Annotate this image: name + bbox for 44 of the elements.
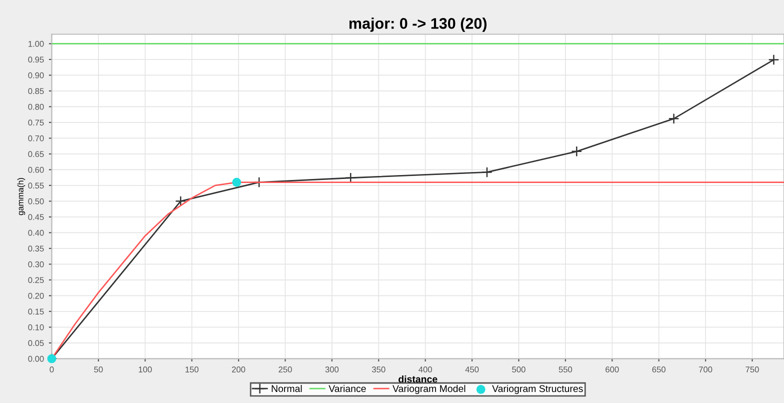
x-tick-label: 600 [606, 366, 619, 372]
x-tick-label: 750 [746, 366, 759, 372]
y-tick-label: 0.80 [28, 104, 44, 110]
y-tick-label: 0.90 [28, 72, 44, 78]
x-tick-label: 300 [325, 366, 339, 372]
y-tick-label: 0.30 [28, 261, 44, 268]
y-tick-label: 0.15 [28, 308, 44, 315]
y-tick-label: 0.25 [28, 277, 44, 284]
y-tick-label: 0.05 [28, 340, 44, 346]
x-tick-label: 100 [138, 366, 152, 372]
legend-label: Variance [328, 384, 366, 392]
legend-label: Variogram Structures [492, 384, 583, 394]
chart-title: major: 0 -> 130 (20) [349, 18, 487, 32]
y-tick-label: 0.60 [28, 166, 44, 173]
legend-label: Normal [272, 384, 302, 392]
y-tick-label: 0.40 [28, 230, 44, 236]
x-axis-title: distance [398, 375, 438, 383]
x-tick-label: 150 [186, 366, 198, 372]
y-tick-label: 0.65 [28, 151, 44, 158]
y-tick-label: 0.50 [28, 198, 44, 204]
x-tick-label: 350 [372, 366, 386, 372]
y-tick-label: 0.55 [28, 182, 44, 189]
y-tick-label: 0.45 [28, 214, 44, 220]
legend-label: Variogram Model [392, 384, 466, 394]
y-tick-label: 0.95 [28, 56, 44, 63]
y-tick-label: 0.75 [28, 120, 44, 126]
y-tick-label: 0.35 [28, 246, 44, 252]
y-tick-label: 0.70 [28, 135, 44, 142]
y-tick-label: 0.85 [28, 88, 44, 94]
y-axis-title: gamma(h) [17, 178, 26, 216]
x-tick-label: 0 [50, 366, 54, 372]
x-tick-label: 700 [699, 366, 712, 372]
x-tick-label: 250 [278, 366, 292, 372]
x-tick-label: 550 [558, 366, 572, 372]
x-tick-label: 50 [94, 366, 103, 372]
y-tick-label: 1.00 [28, 40, 44, 47]
x-tick-label: 650 [652, 366, 666, 372]
x-tick-label: 200 [232, 366, 246, 372]
x-tick-label: 400 [418, 366, 432, 372]
y-tick-label: 0.00 [28, 356, 44, 362]
x-tick-label: 500 [512, 366, 526, 372]
y-tick-label: 0.10 [28, 324, 44, 330]
x-tick-label: 450 [465, 366, 479, 372]
y-tick-label: 0.20 [28, 292, 44, 299]
